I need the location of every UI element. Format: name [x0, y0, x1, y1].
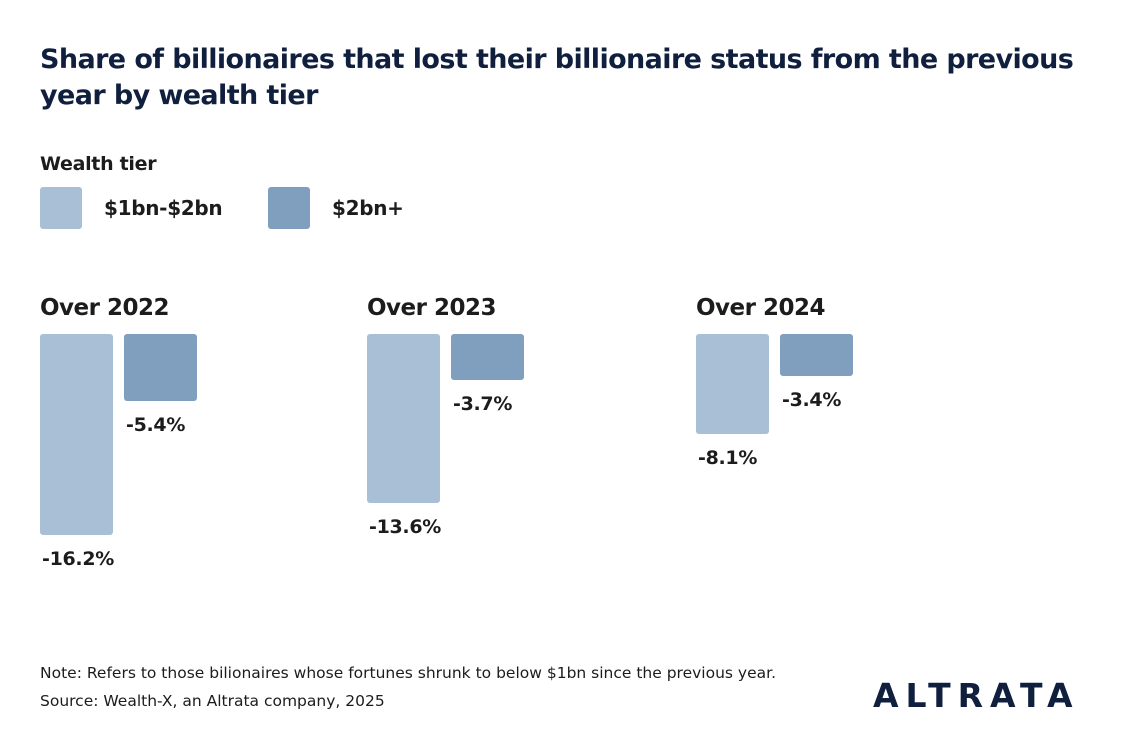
data-label: -5.4%	[126, 413, 186, 436]
chart-title: Share of billionaires that lost their bi…	[40, 44, 1074, 111]
altrata-logo: ALTRATA	[873, 676, 1080, 715]
bar	[367, 334, 440, 503]
bar	[696, 334, 769, 435]
legend-label: $2bn+	[332, 196, 404, 220]
bar	[780, 334, 853, 377]
footnote: Note: Refers to those bilionaires whose …	[40, 664, 776, 682]
legend-label: $1bn-$2bn	[104, 196, 223, 220]
data-label: -16.2%	[42, 547, 115, 570]
source-note: Source: Wealth-X, an Altrata company, 20…	[40, 692, 385, 710]
bar	[40, 334, 113, 535]
bar	[451, 334, 524, 380]
legend-title: Wealth tier	[40, 153, 157, 175]
legend-swatch	[268, 187, 310, 229]
bar	[124, 334, 197, 401]
data-label: -13.6%	[369, 515, 442, 538]
data-label: -3.4%	[782, 389, 842, 412]
data-label: -3.7%	[453, 392, 513, 415]
group-title: Over 2022	[40, 295, 170, 321]
legend-swatch	[40, 187, 82, 229]
legend-item-1bn-2bn: $1bn-$2bn	[40, 187, 223, 229]
data-label: -8.1%	[698, 447, 758, 470]
legend-item-2bn-plus: $2bn+	[268, 187, 404, 229]
group-title: Over 2024	[696, 295, 826, 321]
group-title: Over 2023	[367, 295, 497, 321]
